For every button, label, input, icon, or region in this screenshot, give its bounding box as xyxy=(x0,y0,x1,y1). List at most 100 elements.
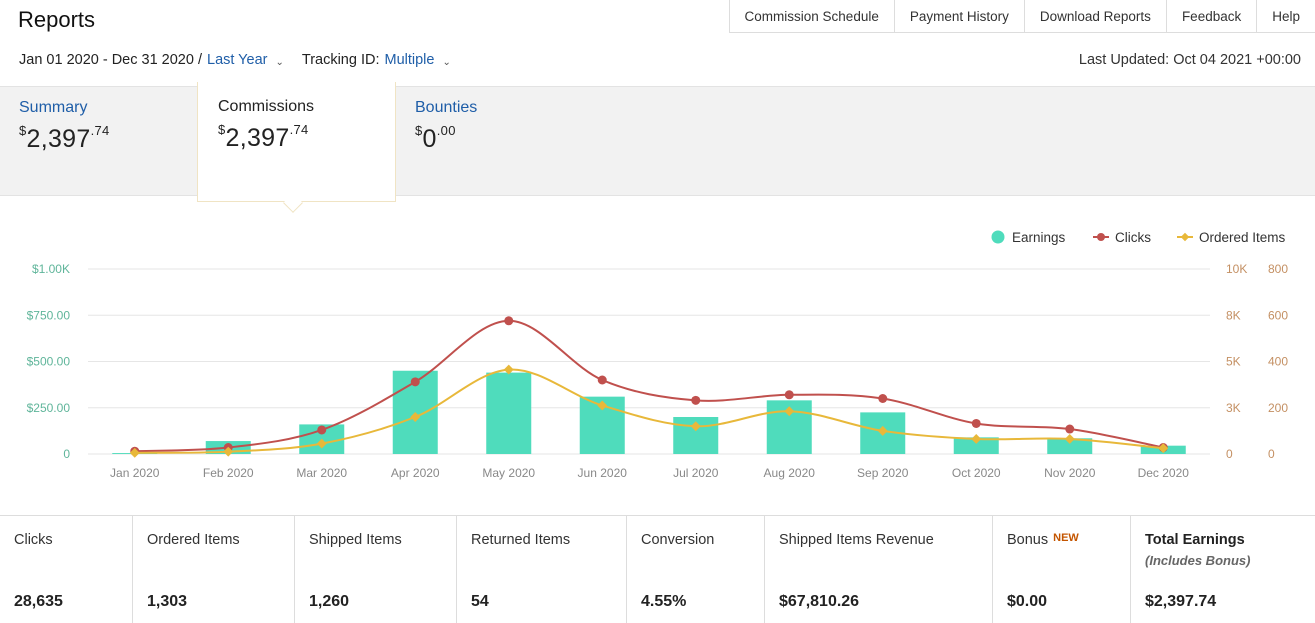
chevron-down-icon: ⌄ xyxy=(442,57,451,68)
last-updated: Last Updated: Oct 04 2021 +00:00 xyxy=(1078,52,1301,68)
stat-value: $67,810.26 xyxy=(779,593,860,610)
ordered-items-point xyxy=(129,447,140,458)
y-left-tick-label: $750.00 xyxy=(27,308,71,322)
clicks-point xyxy=(1065,424,1075,434)
bounties-amount: $0.00 xyxy=(415,123,456,153)
date-range-text: Jan 01 2020 - Dec 31 2020 / xyxy=(19,52,202,68)
y-right-items-tick-label: 0 xyxy=(1268,447,1275,461)
new-badge: NEW xyxy=(1053,532,1079,544)
stat-value: 28,635 xyxy=(14,593,63,610)
ordered-items-point xyxy=(1064,434,1075,444)
y-right-items-tick-label: 800 xyxy=(1268,262,1288,276)
y-left-tick-label: 0 xyxy=(63,447,70,461)
commissions-label: Commissions xyxy=(218,98,315,115)
x-tick-label: Feb 2020 xyxy=(203,466,254,480)
stat-bonus: Bonus NEW $0.00 xyxy=(993,516,1131,623)
stat-conversion: Conversion 4.55% xyxy=(627,516,765,623)
ordered-items-point xyxy=(597,400,608,411)
x-tick-label: Sep 2020 xyxy=(857,466,909,480)
legend-ordered-items-swatch xyxy=(1180,232,1190,242)
clicks-point xyxy=(691,395,701,405)
tab-payment-history[interactable]: Payment History xyxy=(895,0,1025,32)
earnings-bar xyxy=(953,437,999,454)
tracking-id-label: Tracking ID: xyxy=(301,52,380,68)
filter-row: Jan 01 2020 - Dec 31 2020 / Last Year ⌄ T… xyxy=(19,52,451,68)
ordered-items-point xyxy=(971,434,982,444)
x-tick-label: Mar 2020 xyxy=(296,466,347,480)
x-tick-label: Aug 2020 xyxy=(764,466,816,480)
y-right-items-tick-label: 400 xyxy=(1268,355,1288,369)
y-right-clicks-tick-label: 3K xyxy=(1226,401,1241,415)
stat-clicks: Clicks 28,635 xyxy=(0,516,133,623)
stat-label: Conversion xyxy=(641,532,715,548)
legend-earnings-swatch xyxy=(991,230,1005,244)
clicks-point xyxy=(784,390,794,400)
clicks-point xyxy=(317,425,327,435)
y-right-clicks-tick-label: 10K xyxy=(1226,262,1247,276)
bounties-label: Bounties xyxy=(415,99,478,116)
stat-value: 54 xyxy=(471,593,489,610)
date-preset-label: Last Year xyxy=(207,52,268,68)
legend-label: Clicks xyxy=(1115,230,1151,245)
tab-feedback[interactable]: Feedback xyxy=(1167,0,1258,32)
legend-label: Ordered Items xyxy=(1199,230,1286,245)
ordered-items-line xyxy=(134,368,1164,454)
summary-amount: $2,397.74 xyxy=(19,123,110,153)
x-tick-label: Jan 2020 xyxy=(110,466,160,480)
legend-label: Earnings xyxy=(1012,230,1066,245)
summary-label: Summary xyxy=(19,99,88,116)
y-right-clicks-tick-label: 8K xyxy=(1226,308,1241,322)
stat-label: Ordered Items xyxy=(147,532,240,548)
earnings-chart: 0 $250.00 $500.00 $750.00 $1.00K 0 3K 5K 8K 10K 0 2… xyxy=(27,230,1289,480)
stat-value: 4.55% xyxy=(641,593,687,610)
x-tick-label: Apr 2020 xyxy=(391,466,440,480)
summary-tab-summary[interactable]: Summary $2,397.74 xyxy=(19,99,110,154)
stat-ordered-items: Ordered Items 1,303 xyxy=(133,516,295,623)
stats-bar: Clicks 28,635 Ordered Items 1,303 Shippe… xyxy=(0,515,1315,623)
date-range-dropdown[interactable]: Last Year ⌄ xyxy=(207,52,284,68)
clicks-line xyxy=(134,319,1164,453)
clicks-point xyxy=(971,418,981,428)
earnings-bar xyxy=(1047,438,1093,454)
clicks-point xyxy=(504,316,514,326)
ordered-items-point xyxy=(784,406,795,417)
top-nav: Commission Schedule Payment History Down… xyxy=(728,0,1315,33)
x-tick-label: Nov 2020 xyxy=(1044,466,1096,480)
stat-sublabel: (Includes Bonus) xyxy=(1145,553,1251,568)
clicks-point xyxy=(410,377,420,387)
chevron-down-icon: ⌄ xyxy=(275,57,284,68)
stat-shipped-items-revenue: Shipped Items Revenue $67,810.26 xyxy=(765,516,993,623)
page-title: Reports xyxy=(18,7,96,32)
tracking-id-dropdown[interactable]: Multiple ⌄ xyxy=(385,52,451,68)
tab-download-reports[interactable]: Download Reports xyxy=(1025,0,1167,32)
summary-tab-commissions[interactable]: Commissions $2,397.74 xyxy=(197,82,396,202)
y-right-items-tick-label: 200 xyxy=(1268,401,1288,415)
legend-clicks-swatch xyxy=(1097,233,1105,241)
tab-help[interactable]: Help xyxy=(1272,8,1300,24)
ordered-items-point xyxy=(690,421,701,432)
stat-label: Total Earnings xyxy=(1145,532,1245,548)
stat-label: Shipped Items xyxy=(309,532,402,548)
tracking-id-value: Multiple xyxy=(384,52,435,68)
y-left-tick-label: $250.00 xyxy=(27,401,71,415)
stat-shipped-items: Shipped Items 1,260 xyxy=(295,516,457,623)
stat-value: 1,303 xyxy=(147,593,188,610)
x-tick-label: Jun 2020 xyxy=(578,466,628,480)
stat-value: $2,397.74 xyxy=(1145,593,1217,610)
y-right-items-tick-label: 600 xyxy=(1268,308,1288,322)
summary-tab-bounties[interactable]: Bounties $0.00 xyxy=(415,99,477,154)
stat-label: Clicks xyxy=(14,532,53,548)
stat-total-earnings: Total Earnings (Includes Bonus) $2,397.7… xyxy=(1131,516,1315,623)
earnings-bar xyxy=(486,372,532,454)
clicks-point xyxy=(878,394,888,403)
ordered-items-point xyxy=(1158,443,1169,454)
commissions-amount: $2,397.74 xyxy=(218,122,309,152)
y-left-tick-label: $500.00 xyxy=(27,355,71,369)
stat-label: Returned Items xyxy=(471,532,571,548)
stat-returned-items: Returned Items 54 xyxy=(457,516,627,623)
tab-commission-schedule[interactable]: Commission Schedule xyxy=(730,0,895,32)
y-left-tick-label: $1.00K xyxy=(32,262,70,276)
clicks-point xyxy=(597,375,607,385)
x-tick-label: May 2020 xyxy=(482,466,535,480)
x-tick-label: Dec 2020 xyxy=(1138,466,1190,480)
